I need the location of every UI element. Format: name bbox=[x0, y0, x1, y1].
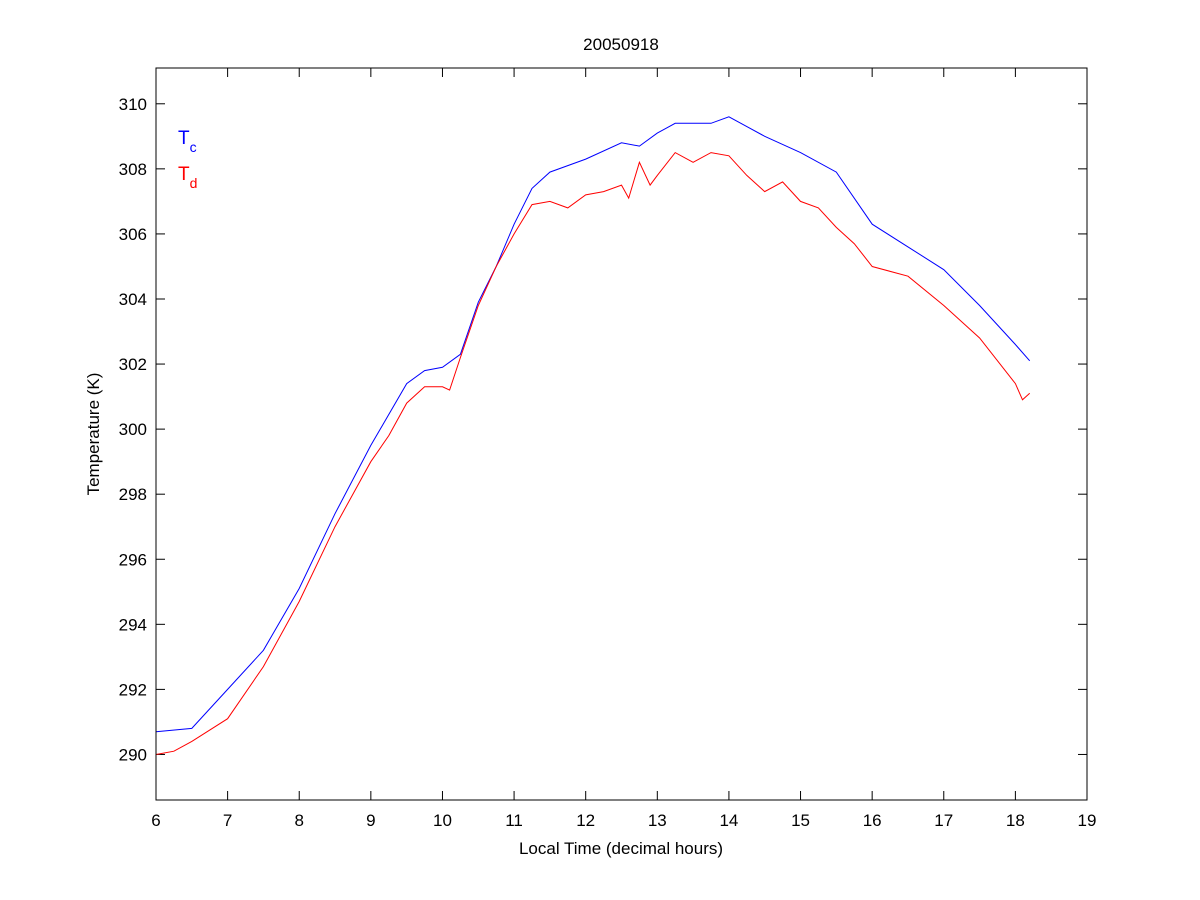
x-tick-label: 16 bbox=[863, 811, 882, 830]
y-axis-label: Temperature (K) bbox=[84, 373, 103, 496]
y-tick-label: 296 bbox=[119, 550, 147, 569]
x-tick-label: 10 bbox=[433, 811, 452, 830]
legend-entry-tc: Tc bbox=[178, 128, 197, 155]
axes-box bbox=[155, 67, 1088, 801]
y-tick-label: 302 bbox=[119, 355, 147, 374]
y-tick-label: 304 bbox=[119, 290, 147, 309]
x-axis-label: Local Time (decimal hours) bbox=[519, 839, 723, 858]
x-tick-label: 7 bbox=[223, 811, 232, 830]
chart-title: 20050918 bbox=[583, 35, 659, 54]
axis-ticks: 6 7 8 9 10 11 12 13 14 15 16 17 18 19 290 292 294 296 298 3… bbox=[119, 68, 1097, 830]
x-tick-label: 12 bbox=[576, 811, 595, 830]
y-tick-label: 290 bbox=[119, 745, 147, 764]
x-tick-label: 13 bbox=[648, 811, 667, 830]
y-tick-label: 294 bbox=[119, 615, 147, 634]
series-line-td bbox=[155, 151, 1031, 755]
x-tick-label: 15 bbox=[791, 811, 810, 830]
x-tick-label: 17 bbox=[934, 811, 953, 830]
y-tick-label: 310 bbox=[119, 95, 147, 114]
x-tick-label: 9 bbox=[366, 811, 375, 830]
legend-entry-td: Td bbox=[178, 164, 197, 191]
y-tick-label: 300 bbox=[119, 420, 147, 439]
x-tick-label: 6 bbox=[151, 811, 160, 830]
y-tick-label: 292 bbox=[119, 680, 147, 699]
x-tick-label: 18 bbox=[1006, 811, 1025, 830]
x-tick-label: 11 bbox=[505, 811, 523, 830]
legend: Tc Td bbox=[178, 128, 197, 191]
x-tick-label: 14 bbox=[719, 811, 738, 830]
y-tick-label: 308 bbox=[119, 160, 147, 179]
x-tick-label: 8 bbox=[294, 811, 303, 830]
x-tick-label: 19 bbox=[1078, 811, 1097, 830]
y-tick-label: 306 bbox=[119, 225, 147, 244]
series-line-tc bbox=[155, 116, 1031, 733]
series-group bbox=[155, 116, 1031, 755]
y-tick-label: 298 bbox=[119, 485, 147, 504]
